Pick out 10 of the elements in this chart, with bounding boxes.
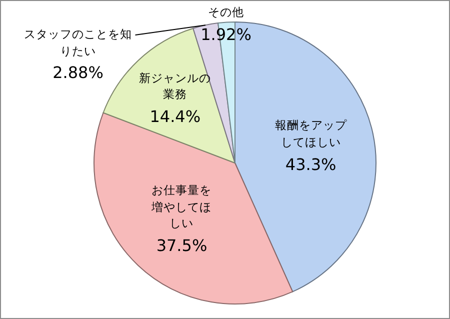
slice-label: スタッフのことを知りたい: [24, 27, 132, 58]
data-label: 2.88%: [52, 62, 104, 84]
data-label: 43.3%: [284, 154, 338, 176]
data-label: 1.92%: [200, 24, 252, 46]
data-label: 14.4%: [148, 106, 202, 128]
data-label: 37.5%: [155, 234, 208, 257]
slice-label: 報酬をアップしてほしい: [274, 118, 347, 149]
slice-label: 新ジャンルの業務: [139, 70, 212, 102]
slice-label: その他: [208, 5, 244, 19]
slice-label: お仕事量を増やしてほしい: [152, 182, 212, 230]
